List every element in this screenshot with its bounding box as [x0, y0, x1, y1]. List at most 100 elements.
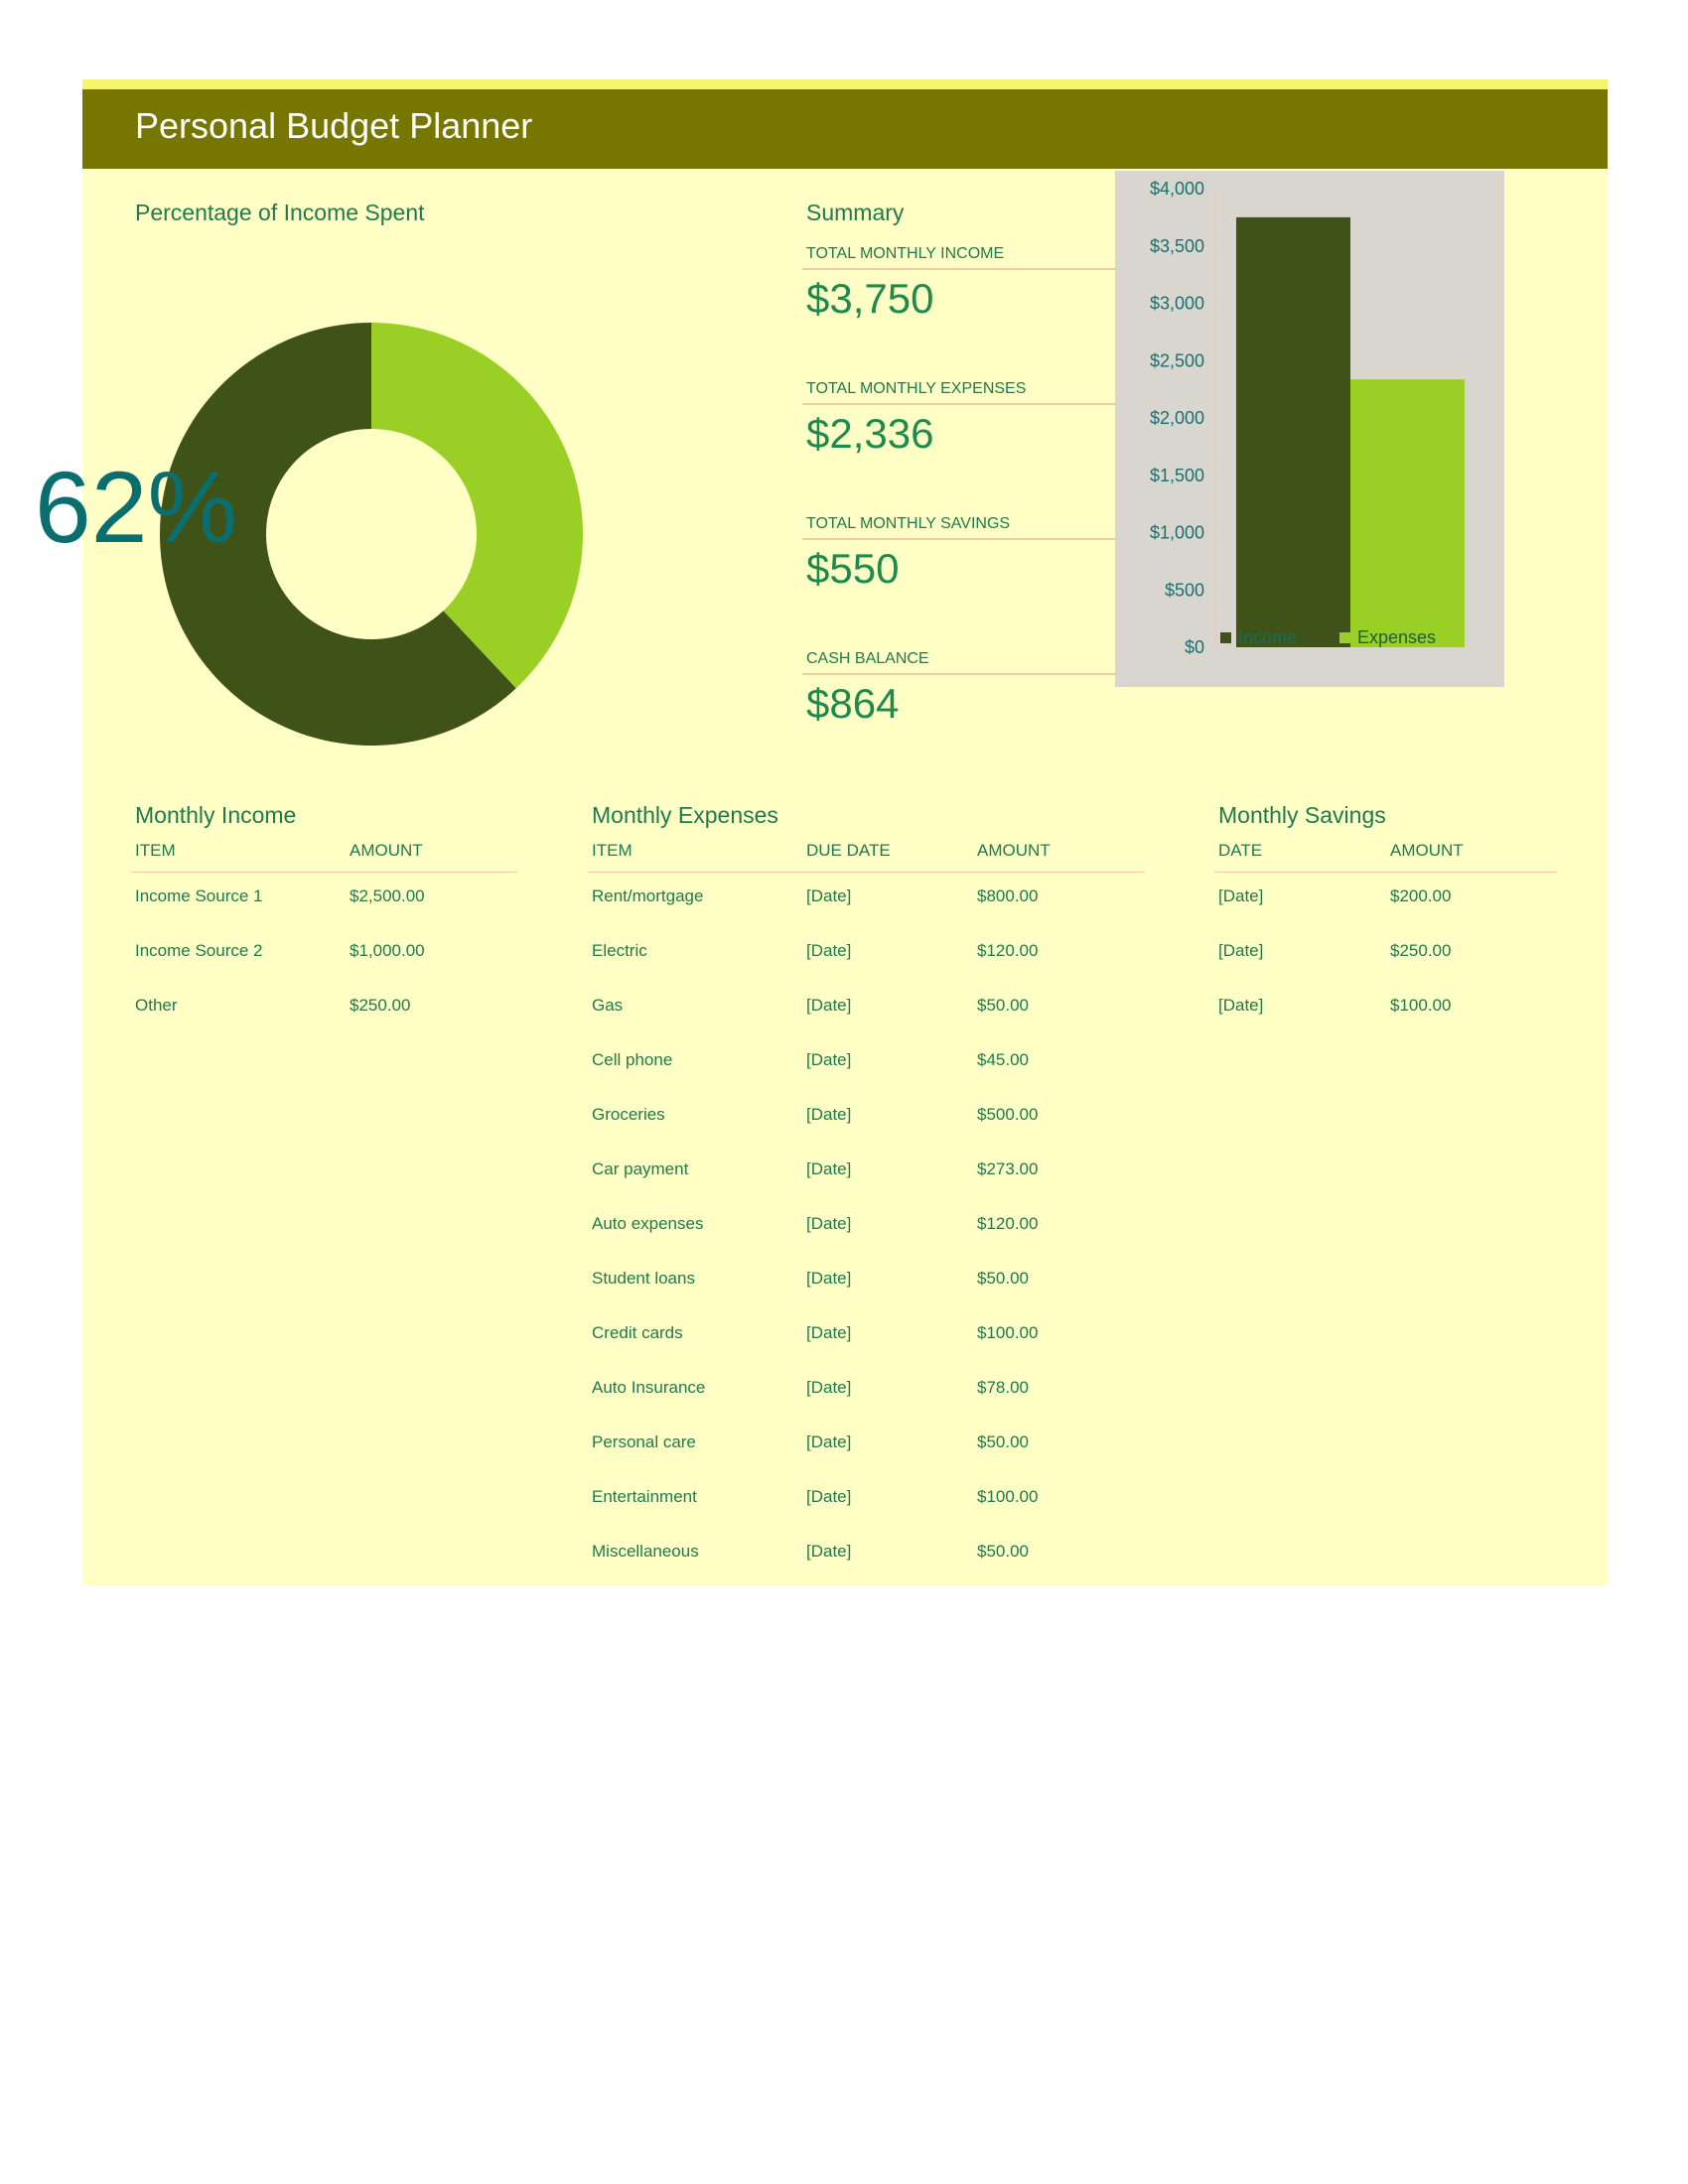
income-cell[interactable]: $250.00	[350, 996, 411, 1015]
expense-cell[interactable]: Miscellaneous	[592, 1542, 699, 1561]
expense-cell[interactable]: [Date]	[806, 1378, 852, 1397]
expense-cell[interactable]: Personal care	[592, 1433, 696, 1451]
expense-cell[interactable]: [Date]	[806, 1160, 852, 1178]
income-cell[interactable]: Income Source 2	[135, 941, 263, 960]
expense-cell[interactable]: Auto expenses	[592, 1214, 704, 1233]
summary-value-income: $3,750	[806, 275, 934, 322]
expense-cell[interactable]: [Date]	[806, 996, 852, 1015]
income-header-amount: AMOUNT	[350, 841, 423, 860]
expense-cell[interactable]: Gas	[592, 996, 624, 1015]
y-tick-label: $500	[1165, 580, 1204, 600]
summary-value-cash-balance: $864	[806, 680, 900, 727]
income-spent-donut	[160, 323, 583, 746]
savings-cell[interactable]: [Date]	[1218, 941, 1264, 960]
expense-cell[interactable]: [Date]	[806, 1050, 852, 1069]
expense-cell[interactable]: $120.00	[977, 1214, 1039, 1233]
expense-cell[interactable]: $50.00	[977, 996, 1029, 1015]
y-tick-label: $3,000	[1150, 294, 1204, 314]
expense-cell[interactable]: Cell phone	[592, 1050, 673, 1069]
summary-rule	[802, 538, 1145, 540]
y-tick-label: $1,500	[1150, 466, 1204, 485]
expense-cell[interactable]: $100.00	[977, 1487, 1039, 1506]
expense-cell[interactable]: Auto Insurance	[592, 1378, 706, 1397]
summary-rule	[802, 268, 1145, 270]
expense-cell[interactable]: [Date]	[806, 1433, 852, 1451]
expenses-header-due-date: DUE DATE	[806, 841, 891, 860]
expense-cell[interactable]: $120.00	[977, 941, 1039, 960]
expenses-section-title: Monthly Expenses	[592, 802, 778, 828]
savings-header-date: DATE	[1218, 841, 1263, 860]
income-cell[interactable]: $2,500.00	[350, 887, 425, 905]
summary-rule	[802, 403, 1145, 405]
savings-cell[interactable]: $100.00	[1390, 996, 1452, 1015]
income-header-rule	[131, 872, 517, 873]
expense-cell[interactable]: [Date]	[806, 941, 852, 960]
savings-cell[interactable]: [Date]	[1218, 887, 1264, 905]
summary-value-expenses: $2,336	[806, 410, 934, 457]
savings-header-amount: AMOUNT	[1390, 841, 1464, 860]
donut-section-title: Percentage of Income Spent	[135, 200, 425, 225]
expense-cell[interactable]: Rent/mortgage	[592, 887, 704, 905]
y-tick-label: $1,000	[1150, 523, 1204, 543]
expense-cell[interactable]: [Date]	[806, 1323, 852, 1342]
donut-spent-slice	[160, 323, 516, 746]
expense-cell[interactable]: $500.00	[977, 1105, 1039, 1124]
expense-cell[interactable]: $50.00	[977, 1542, 1029, 1561]
expenses-header-amount: AMOUNT	[977, 841, 1051, 860]
expense-cell[interactable]: Car payment	[592, 1160, 689, 1178]
bar-chart-area: $0 $500 $1,000 $1,500 $2,000 $2,500 $3,000 $3,5…	[1115, 171, 1504, 687]
expense-cell[interactable]: $45.00	[977, 1050, 1029, 1069]
income-cell[interactable]: Other	[135, 996, 178, 1015]
expense-cell[interactable]: $78.00	[977, 1378, 1029, 1397]
summary-label-cash-balance: CASH BALANCE	[806, 650, 929, 667]
expense-cell[interactable]: [Date]	[806, 1487, 852, 1506]
bar-income	[1236, 216, 1350, 647]
expense-cell[interactable]: Entertainment	[592, 1487, 697, 1506]
expense-cell[interactable]: [Date]	[806, 1269, 852, 1288]
expense-cell[interactable]: Student loans	[592, 1269, 695, 1288]
y-tick-label: $4,000	[1150, 179, 1204, 199]
page-title: Personal Budget Planner	[135, 105, 533, 146]
y-tick-label: $3,500	[1150, 236, 1204, 256]
donut-remaining-slice	[371, 323, 583, 689]
expense-cell[interactable]: Credit cards	[592, 1323, 683, 1342]
savings-cell[interactable]: $250.00	[1390, 941, 1452, 960]
summary-title: Summary	[806, 200, 905, 225]
income-section-title: Monthly Income	[135, 802, 297, 828]
expense-cell[interactable]: [Date]	[806, 1542, 852, 1561]
income-cell[interactable]: $1,000.00	[350, 941, 425, 960]
summary-label-expenses: TOTAL MONTHLY EXPENSES	[806, 380, 1027, 397]
top-accent-strip	[82, 79, 1608, 89]
summary-value-savings: $550	[806, 545, 900, 592]
summary-label-income: TOTAL MONTHLY INCOME	[806, 245, 1005, 262]
savings-cell[interactable]: [Date]	[1218, 996, 1264, 1015]
expense-cell[interactable]: $100.00	[977, 1323, 1039, 1342]
expense-cell[interactable]: $50.00	[977, 1269, 1029, 1288]
expense-cell[interactable]: $800.00	[977, 887, 1039, 905]
expense-cell[interactable]: $273.00	[977, 1160, 1039, 1178]
legend-swatch-expenses	[1339, 632, 1350, 643]
savings-header-rule	[1214, 872, 1557, 873]
income-header-item: ITEM	[135, 841, 176, 860]
expense-cell[interactable]: Electric	[592, 941, 647, 960]
expense-cell[interactable]: [Date]	[806, 1105, 852, 1124]
expense-cell[interactable]: Groceries	[592, 1105, 665, 1124]
expense-cell[interactable]: [Date]	[806, 887, 852, 905]
y-tick-label: $0	[1185, 637, 1204, 657]
savings-cell[interactable]: $200.00	[1390, 887, 1452, 905]
y-tick-label: $2,000	[1150, 408, 1204, 428]
legend-label-expenses: Expenses	[1357, 627, 1436, 647]
percent-spent-label: 62%	[35, 451, 238, 564]
bar-expenses	[1350, 379, 1465, 647]
legend-label-income: Income	[1238, 627, 1297, 647]
summary-label-savings: TOTAL MONTHLY SAVINGS	[806, 515, 1011, 532]
income-cell[interactable]: Income Source 1	[135, 887, 263, 905]
legend-swatch-income	[1220, 632, 1231, 643]
expense-cell[interactable]: $50.00	[977, 1433, 1029, 1451]
y-tick-label: $2,500	[1150, 350, 1204, 370]
income-expenses-bar-chart: $0 $500 $1,000 $1,500 $2,000 $2,500 $3,000 $3,5…	[1150, 179, 1465, 657]
expenses-header-item: ITEM	[592, 841, 633, 860]
expenses-header-rule	[588, 872, 1145, 873]
title-banner: Personal Budget Planner	[82, 89, 1608, 169]
expense-cell[interactable]: [Date]	[806, 1214, 852, 1233]
